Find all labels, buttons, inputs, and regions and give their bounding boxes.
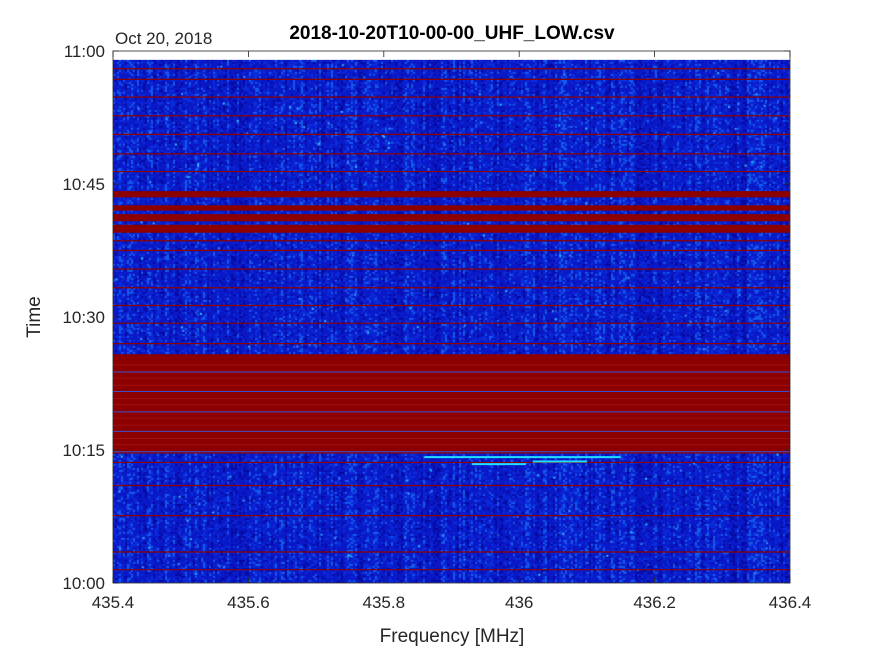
saturated-band: [113, 191, 790, 198]
saturated-band: [113, 214, 790, 222]
x-tick-label: 435.6: [227, 593, 270, 612]
x-axis-ticks: 435.4 435.6 435.8 436 436.2 436.4: [92, 51, 812, 612]
y-tick-label: 10:45: [62, 175, 105, 194]
y-axis-ticks: 10:00 10:15 10:30 10:45 11:00: [62, 42, 790, 593]
x-tick-label: 435.4: [92, 593, 135, 612]
thin-line-layer: [113, 68, 790, 571]
x-tick-label: 435.8: [363, 593, 406, 612]
x-tick-label: 436: [505, 593, 533, 612]
plot-area: [113, 51, 790, 583]
y-tick-label: 10:30: [62, 308, 105, 327]
saturated-band: [113, 354, 790, 454]
y-tick-label: 10:15: [62, 441, 105, 460]
heatmap-layer: [113, 59, 790, 583]
x-tick-label: 436.4: [769, 593, 812, 612]
y-tick-label: 11:00: [64, 42, 105, 61]
saturated-band: [113, 224, 790, 233]
x-axis-label: Frequency [MHz]: [380, 626, 525, 647]
signal-trace-layer: [424, 456, 621, 466]
heatmap-image: [113, 59, 790, 583]
chart-title: 2018-10-20T10-00-00_UHF_LOW.csv: [289, 23, 615, 44]
saturated-band-layer: [113, 191, 790, 454]
y-axis-label: Time: [24, 296, 45, 338]
date-label: Oct 20, 2018: [115, 29, 212, 48]
y-tick-label: 10:00: [62, 574, 105, 593]
x-tick-label: 436.2: [633, 593, 676, 612]
saturated-band: [113, 205, 790, 211]
